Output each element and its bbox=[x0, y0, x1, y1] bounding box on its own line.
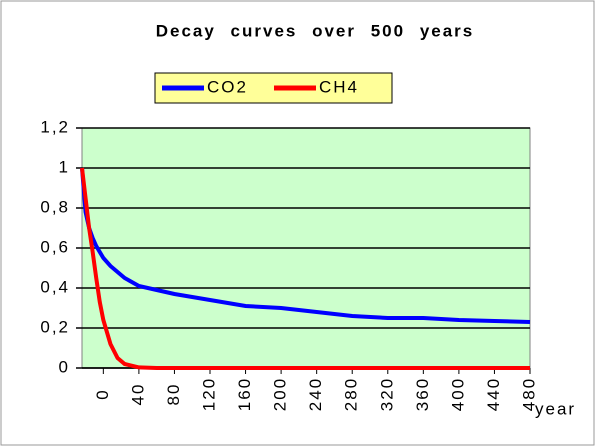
y-tick-label: 1,2 bbox=[40, 117, 70, 136]
line-series bbox=[80, 167, 531, 324]
y-tick-label: 1 bbox=[59, 157, 70, 176]
y-tick-label: 0,8 bbox=[40, 197, 70, 216]
legend-label: CH4 bbox=[319, 77, 359, 96]
x-tick-label: 480 bbox=[519, 377, 538, 411]
x-tick-label: 280 bbox=[342, 377, 361, 411]
x-axis-label: year bbox=[535, 399, 576, 418]
legend-label: CO2 bbox=[207, 77, 248, 96]
chart-title: Decay curves over 500 years bbox=[156, 21, 475, 40]
x-tick-label: 360 bbox=[413, 377, 432, 411]
x-tick-label: 0 bbox=[93, 388, 112, 399]
y-tick-label: 0 bbox=[59, 357, 70, 376]
x-tick-label: 120 bbox=[199, 377, 218, 411]
x-tick-label: 440 bbox=[484, 377, 503, 411]
x-tick-label: 400 bbox=[448, 377, 467, 411]
x-tick-label: 320 bbox=[377, 377, 396, 411]
y-tick-label: 0,6 bbox=[40, 237, 70, 256]
x-tick-label: 200 bbox=[271, 377, 290, 411]
y-tick-label: 0,2 bbox=[40, 317, 70, 336]
x-tick-label: 80 bbox=[164, 383, 183, 406]
x-tick-label: 240 bbox=[306, 377, 325, 411]
x-tick-label: 40 bbox=[128, 383, 147, 406]
x-tick-label: 160 bbox=[235, 377, 254, 411]
line-series bbox=[80, 167, 530, 370]
y-tick-label: 0,4 bbox=[40, 277, 70, 296]
